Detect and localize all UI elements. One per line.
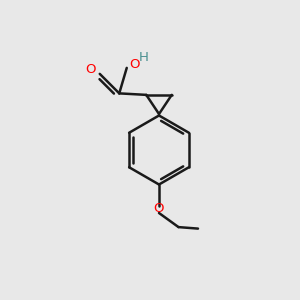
Text: O: O [85, 63, 96, 76]
Text: O: O [129, 58, 140, 71]
Text: H: H [138, 51, 148, 64]
Text: O: O [154, 202, 164, 215]
